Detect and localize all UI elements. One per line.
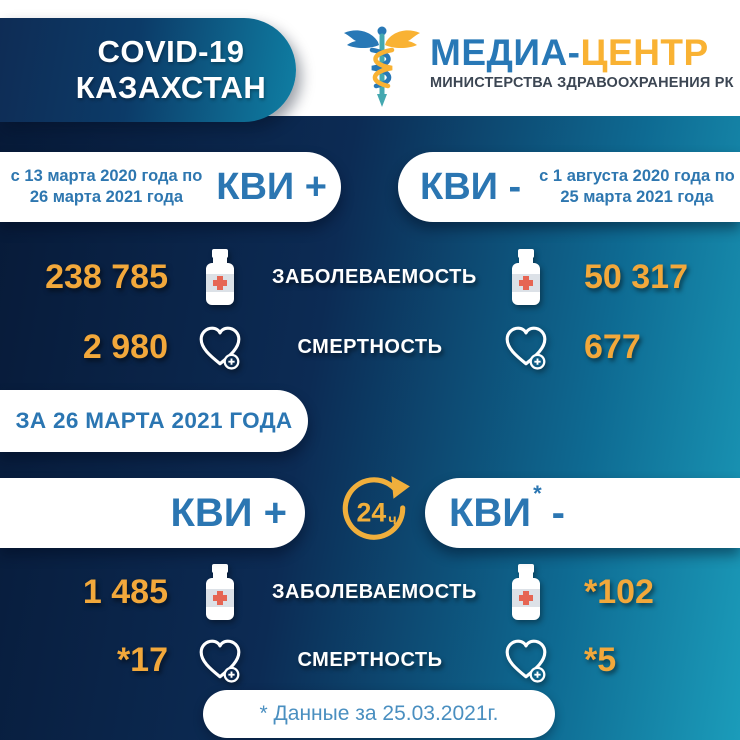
logo-title-media: МЕДИА- <box>430 32 581 73</box>
24h-number: 24 <box>357 497 387 527</box>
caduceus-icon <box>344 26 420 107</box>
cumulative-mortality-kvi-minus-value: 677 <box>584 328 641 366</box>
medicine-bottle-icon <box>168 563 272 621</box>
logo-text: МЕДИА-ЦЕНТР МИНИСТЕРСТВА ЗДРАВООХРАНЕНИЯ… <box>430 22 734 91</box>
media-center-logo: МЕДИА-ЦЕНТР МИНИСТЕРСТВА ЗДРАВООХРАНЕНИЯ… <box>341 22 734 108</box>
cumulative-mortality-kvi-plus-value: 2 980 <box>82 328 168 366</box>
kvi-plus-period: с 13 марта 2020 года по 26 марта 2021 го… <box>11 166 203 208</box>
kvi-minus-label: КВИ - <box>420 166 522 208</box>
kvi-minus-period: с 1 августа 2020 года по 25 марта 2021 г… <box>539 166 735 208</box>
kvi-minus-period-pill: КВИ - с 1 августа 2020 года по 25 марта … <box>398 152 740 222</box>
24h-cycle-icon: 24 ч <box>342 476 410 540</box>
cumulative-infections-row: 238 785 ЗАБОЛЕВАЕМОСТЬ 50 317 <box>0 248 740 306</box>
heart-medical-icon <box>168 324 272 370</box>
kvi-plus-period-line1: с 13 марта 2020 года по <box>10 166 203 185</box>
daily-kvi-minus-base: КВИ <box>449 491 532 535</box>
cumulative-mortality-row: 2 980 СМЕРТНОСТЬ 677 <box>0 318 740 376</box>
daily-date-pill: ЗА 26 МАРТА 2021 ГОДА <box>0 390 308 452</box>
covid-kazakhstan-badge: COVID-19 КАЗАХСТАН <box>0 18 296 122</box>
daily-kvi-plus-label: КВИ + <box>170 491 287 535</box>
mortality-metric-label: СМЕРТНОСТЬ <box>297 648 443 671</box>
daily-kvi-plus-pill: КВИ + <box>0 478 305 548</box>
daily-kvi-minus-sign: - <box>551 491 565 535</box>
kvi-plus-period-pill: с 13 марта 2020 года по 26 марта 2021 го… <box>0 152 341 222</box>
kvi-plus-period-line2: 26 марта 2021 года <box>29 188 184 206</box>
heart-medical-icon <box>468 324 584 370</box>
logo-title-center: ЦЕНТР <box>580 32 709 73</box>
24h-unit: ч <box>388 512 396 528</box>
heart-medical-icon <box>468 637 584 683</box>
logo-title: МЕДИА-ЦЕНТР <box>430 34 734 71</box>
daily-kvi-minus-asterisk: * <box>533 481 542 506</box>
medicine-bottle-icon <box>468 248 584 306</box>
daily-kvi-minus-label: КВИ * - <box>449 483 565 535</box>
footnote-pill: * Данные за 25.03.2021г. <box>203 690 555 738</box>
daily-kvi-minus-pill: КВИ * - <box>425 478 740 548</box>
cumulative-infections-kvi-minus-value: 50 317 <box>584 258 688 296</box>
kvi-plus-label: КВИ + <box>216 166 327 208</box>
daily-mortality-row: *17 СМЕРТНОСТЬ *5 <box>0 631 740 689</box>
infections-metric-label: ЗАБОЛЕВАЕМОСТЬ <box>272 265 477 288</box>
daily-mortality-kvi-minus-value: *5 <box>584 641 617 679</box>
cumulative-infections-kvi-plus-value: 238 785 <box>45 258 168 296</box>
daily-mortality-kvi-plus-value: *17 <box>116 641 168 679</box>
medicine-bottle-icon <box>168 248 272 306</box>
kvi-minus-period-line1: с 1 августа 2020 года по <box>539 166 735 185</box>
medicine-bottle-icon <box>468 563 584 621</box>
daily-infections-kvi-plus-value: 1 485 <box>82 573 168 611</box>
daily-infections-row: 1 485 ЗАБОЛЕВАЕМОСТЬ *102 <box>0 563 740 621</box>
kvi-minus-period-line2: 25 марта 2021 года <box>560 188 714 206</box>
infections-metric-label: ЗАБОЛЕВАЕМОСТЬ <box>272 580 477 603</box>
heart-medical-icon <box>168 637 272 683</box>
badge-title-line1: COVID-19 <box>97 34 245 70</box>
mortality-metric-label: СМЕРТНОСТЬ <box>297 335 443 358</box>
badge-title-line2: КАЗАХСТАН <box>75 70 267 105</box>
daily-infections-kvi-minus-value: *102 <box>584 573 654 611</box>
logo-subtitle: МИНИСТЕРСТВА ЗДРАВООХРАНЕНИЯ РК <box>430 75 734 91</box>
